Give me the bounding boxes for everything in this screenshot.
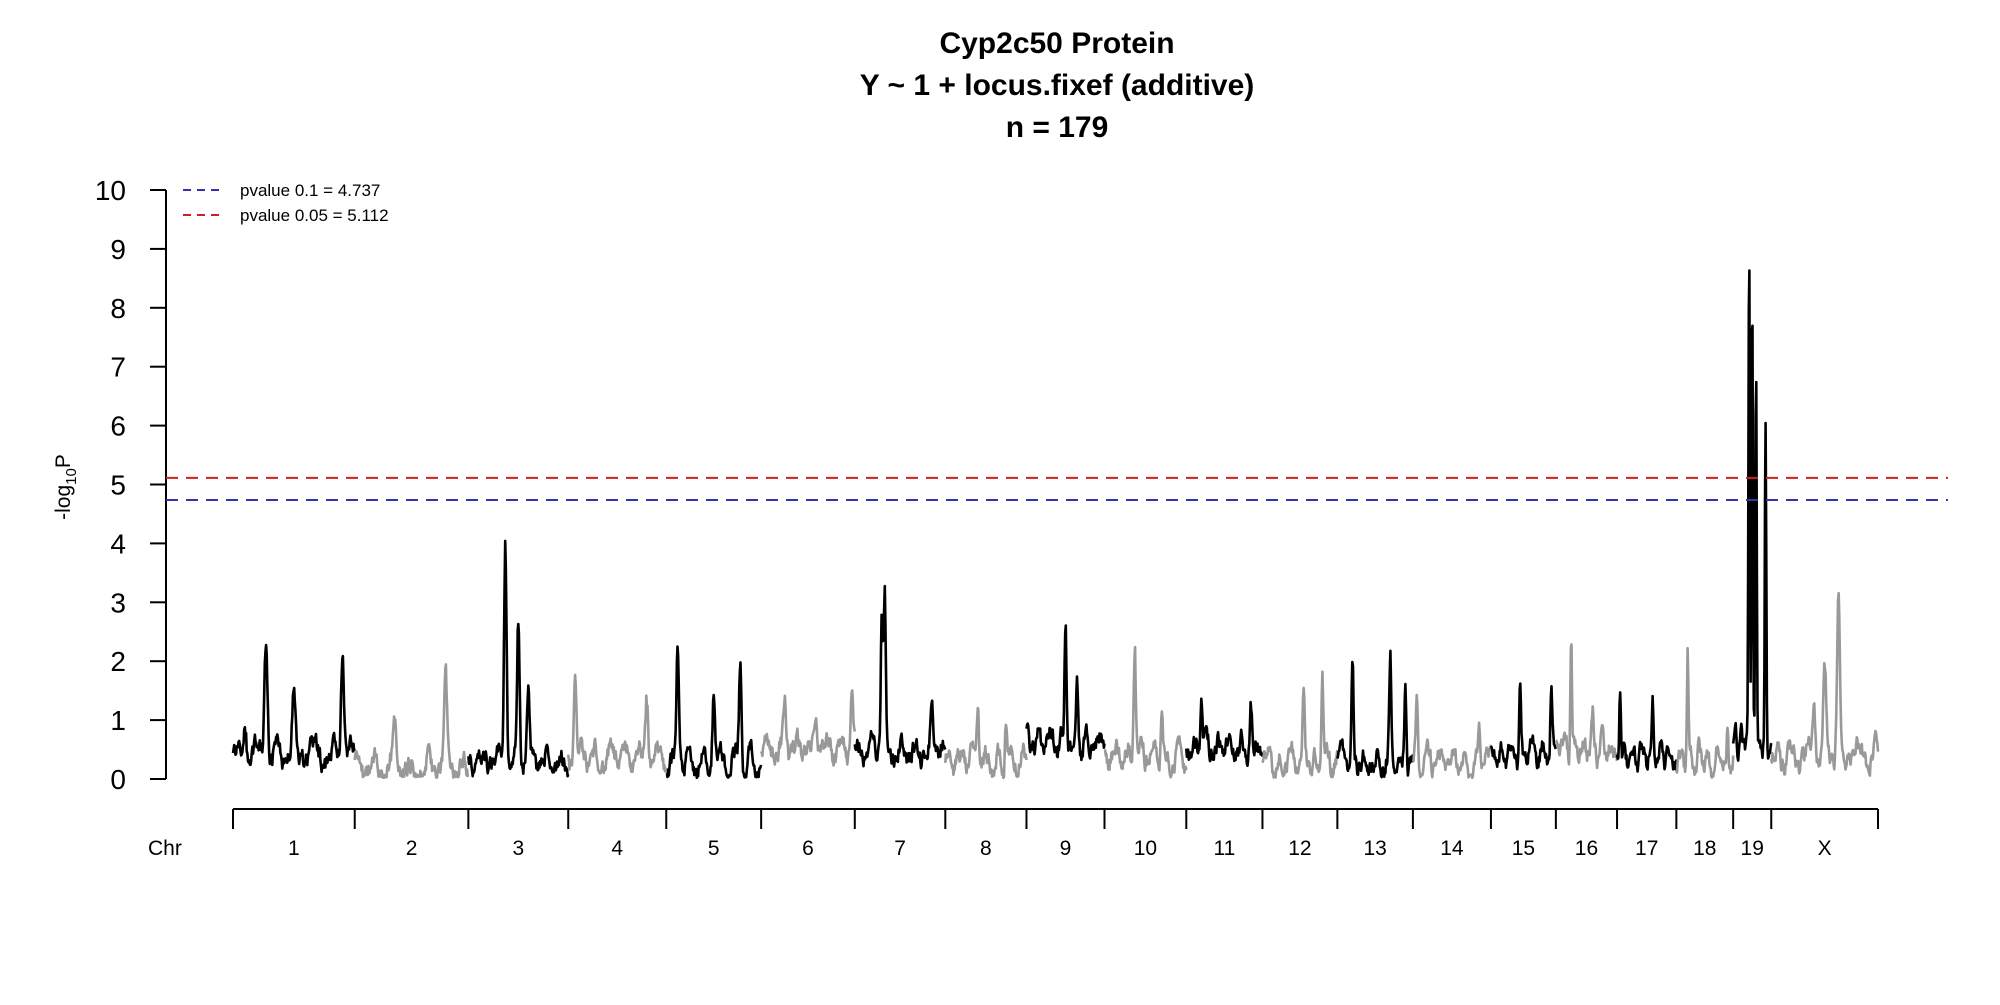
chr-label-9: 9 xyxy=(1060,837,1072,860)
y-tick-label: 8 xyxy=(110,293,126,324)
y-tick-label: 7 xyxy=(110,352,126,383)
chr-label-17: 17 xyxy=(1635,837,1658,860)
y-axis-label-base: -log xyxy=(52,485,75,520)
chr-label-13: 13 xyxy=(1363,837,1386,860)
chart-title: Cyp2c50 Protein Y ~ 1 + locus.fixef (add… xyxy=(860,27,1255,144)
y-tick-label: 5 xyxy=(110,470,126,501)
y-tick-label: 6 xyxy=(110,411,126,442)
chr-label-14: 14 xyxy=(1440,837,1464,860)
chr-label-12: 12 xyxy=(1288,837,1311,860)
chr-label-X: X xyxy=(1818,837,1832,860)
chr-label-4: 4 xyxy=(611,837,623,860)
chr-label-19: 19 xyxy=(1741,837,1764,860)
y-tick-label: 1 xyxy=(110,705,126,736)
title-line-3: n = 179 xyxy=(1006,111,1109,144)
lod-trace-chr-14 xyxy=(1412,693,1493,780)
chr-label-10: 10 xyxy=(1134,837,1157,860)
lod-trace-chr-13 xyxy=(1336,649,1415,779)
lod-trace-chr-3 xyxy=(467,539,570,778)
lod-trace-chr-X xyxy=(1769,591,1880,777)
lod-trace-chr-11 xyxy=(1185,697,1264,767)
title-line-2: Y ~ 1 + locus.fixef (additive) xyxy=(860,69,1255,102)
svg-text:-log10P: -log10P xyxy=(52,454,80,520)
chr-label-3: 3 xyxy=(512,837,524,860)
lod-trace-chr-10 xyxy=(1103,645,1188,779)
chr-label-2: 2 xyxy=(406,837,418,860)
chr-label-11: 11 xyxy=(1213,837,1235,860)
lod-trace-chr-12 xyxy=(1261,670,1339,779)
y-tick-label: 2 xyxy=(110,646,126,677)
lod-trace-chr-5 xyxy=(665,645,763,780)
y-tick-label: 10 xyxy=(95,175,126,206)
threshold-lines xyxy=(166,476,1948,501)
y-tick-label: 3 xyxy=(110,587,126,618)
chr-label-1: 1 xyxy=(288,837,300,860)
chr-label-8: 8 xyxy=(980,837,992,860)
lod-trace-chr-7 xyxy=(853,584,947,770)
y-axis-label-tail: P xyxy=(52,454,75,468)
y-tick-label: 0 xyxy=(110,764,126,795)
lod-trace-chr-2 xyxy=(353,663,470,780)
title-line-1: Cyp2c50 Protein xyxy=(939,27,1174,60)
chr-label-6: 6 xyxy=(802,837,814,860)
lod-curve xyxy=(231,269,1880,780)
chr-label-7: 7 xyxy=(894,837,906,860)
lod-trace-chr-8 xyxy=(944,706,1028,780)
lod-trace-chr-1 xyxy=(231,643,356,774)
legend: pvalue 0.1 = 4.737 pvalue 0.05 = 5.112 xyxy=(183,181,389,225)
x-axis: Chr 1 2 3 4 5 6 7 8 9 10 11 12 13 14 15 16 17 18 19 X xyxy=(148,808,1879,860)
y-axis: 0 1 2 3 4 5 6 7 8 9 10 xyxy=(95,175,167,795)
y-axis-label: -log10P xyxy=(52,454,80,520)
lod-trace-chr-4 xyxy=(566,673,668,775)
y-axis-label-sub: 10 xyxy=(63,468,80,485)
chr-label-5: 5 xyxy=(708,837,720,860)
lod-trace-chr-15 xyxy=(1489,682,1558,771)
chr-label-18: 18 xyxy=(1693,837,1716,860)
legend-label-0.05: pvalue 0.05 = 5.112 xyxy=(240,206,389,225)
y-tick-label: 4 xyxy=(110,528,126,559)
lod-trace-chr-18 xyxy=(1675,646,1735,779)
lod-trace-chr-19 xyxy=(1731,269,1773,762)
legend-label-0.1: pvalue 0.1 = 4.737 xyxy=(240,181,380,200)
chr-label-15: 15 xyxy=(1512,837,1535,860)
y-tick-label: 9 xyxy=(110,234,126,265)
chr-label-16: 16 xyxy=(1575,837,1598,860)
lod-trace-chr-6 xyxy=(759,689,857,767)
lod-trace-chr-16 xyxy=(1555,643,1619,770)
lod-trace-chr-17 xyxy=(1615,691,1678,773)
lod-trace-chr-9 xyxy=(1025,624,1106,762)
x-axis-label: Chr xyxy=(148,837,182,860)
